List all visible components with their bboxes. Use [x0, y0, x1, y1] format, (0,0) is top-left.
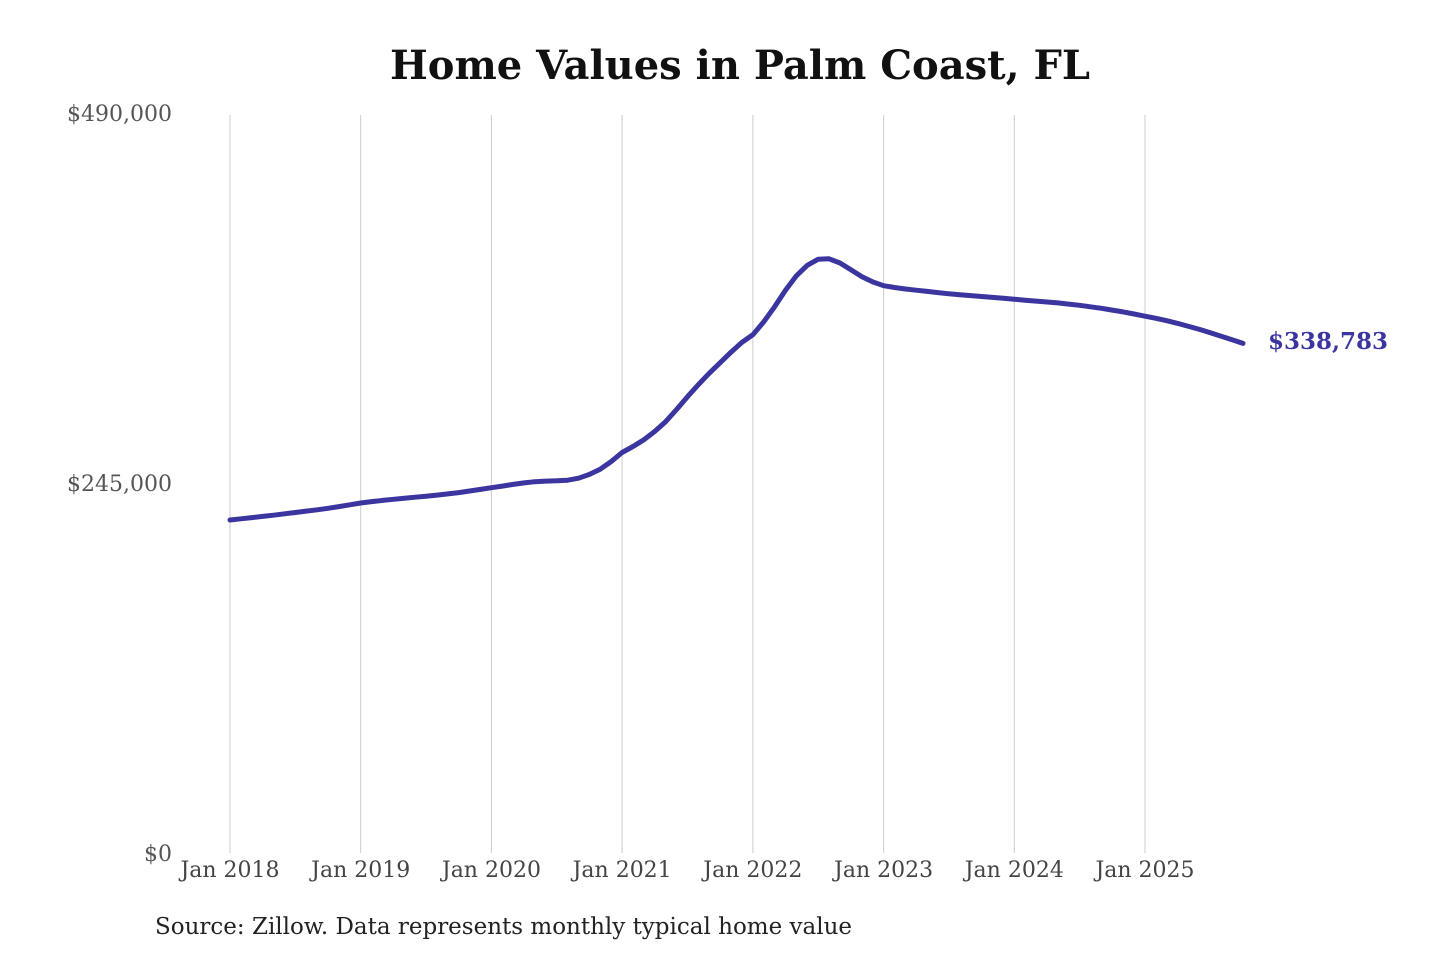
home-value-line [227, 256, 1246, 523]
x-axis-tick-label: Jan 2024 [964, 858, 1064, 883]
x-axis-tick-label: Jan 2018 [180, 858, 280, 883]
end-value-label: $338,783 [1268, 328, 1389, 356]
x-axis-tick-label: Jan 2021 [572, 858, 672, 883]
y-axis-tick-label: $0 [144, 842, 172, 867]
x-axis-tick-label: Jan 2025 [1095, 858, 1195, 883]
y-axis-tick-label: $245,000 [67, 472, 172, 497]
x-axis-tick-label: Jan 2019 [311, 858, 411, 883]
y-axis-tick-label: $490,000 [67, 102, 172, 127]
x-axis-tick-label: Jan 2022 [703, 858, 803, 883]
source-note: Source: Zillow. Data represents monthly … [155, 914, 853, 940]
chart-title: Home Values in Palm Coast, FL [390, 42, 1090, 89]
x-axis-tick-label: Jan 2020 [441, 858, 541, 883]
x-axis-tick-label: Jan 2023 [834, 858, 934, 883]
